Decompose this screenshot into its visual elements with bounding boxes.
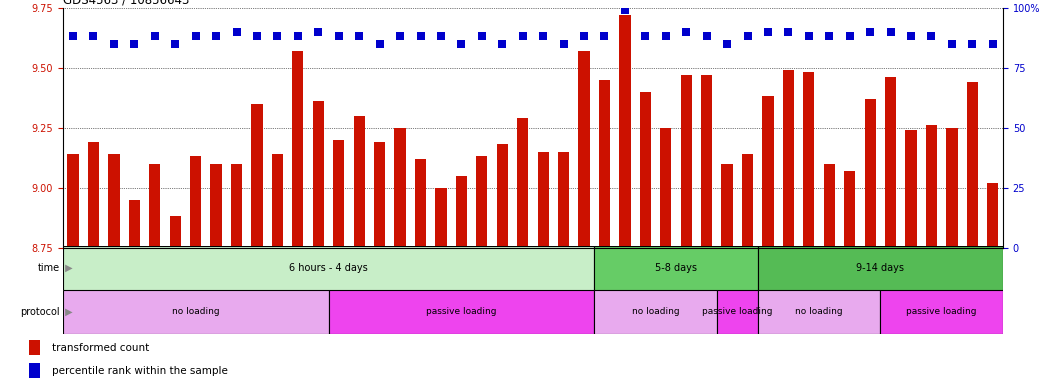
Bar [661, 128, 671, 248]
Bar [640, 92, 651, 248]
Bar [758, 290, 881, 334]
Bar [272, 154, 283, 248]
Bar [558, 152, 570, 248]
Text: 9-14 days: 9-14 days [856, 263, 905, 273]
Text: passive loading: passive loading [907, 308, 977, 316]
Bar [946, 128, 958, 248]
Bar [844, 171, 855, 248]
Text: no loading: no loading [631, 308, 680, 316]
Bar [395, 128, 405, 248]
Bar [329, 290, 595, 334]
Bar [885, 77, 896, 248]
Bar [251, 104, 263, 248]
Text: percentile rank within the sample: percentile rank within the sample [52, 366, 228, 376]
Bar [758, 246, 1003, 290]
Bar [865, 99, 875, 248]
Bar [762, 96, 774, 248]
Bar [29, 340, 40, 355]
Bar [292, 51, 304, 248]
Bar [129, 200, 140, 248]
Bar [717, 290, 758, 334]
Text: transformed count: transformed count [52, 343, 150, 353]
Bar [517, 118, 529, 248]
Bar [88, 142, 99, 248]
Bar [578, 51, 589, 248]
Bar [170, 217, 181, 248]
Bar [881, 290, 1003, 334]
Text: time: time [38, 263, 60, 273]
Bar [987, 183, 999, 248]
Bar [108, 154, 119, 248]
Bar [191, 156, 201, 248]
Bar [455, 175, 467, 248]
Bar [742, 154, 753, 248]
Bar [681, 75, 692, 248]
Bar [149, 164, 160, 248]
Text: no loading: no loading [796, 308, 843, 316]
Bar [926, 125, 937, 248]
Bar [599, 80, 610, 248]
Bar [313, 101, 324, 248]
Text: ▶: ▶ [62, 307, 72, 317]
Bar [824, 164, 834, 248]
Bar [537, 152, 549, 248]
Bar [415, 159, 426, 248]
Bar [619, 15, 630, 248]
Bar [374, 142, 385, 248]
Bar [803, 73, 815, 248]
Text: GDS4563 / 10856643: GDS4563 / 10856643 [63, 0, 190, 7]
Text: 6 hours - 4 days: 6 hours - 4 days [289, 263, 367, 273]
Text: no loading: no loading [172, 308, 220, 316]
Bar [906, 130, 917, 248]
Text: passive loading: passive loading [426, 308, 496, 316]
Bar [231, 164, 242, 248]
Bar [67, 154, 79, 248]
Bar [354, 116, 364, 248]
Bar [63, 246, 595, 290]
Text: 5-8 days: 5-8 days [655, 263, 697, 273]
Text: protocol: protocol [20, 307, 60, 317]
Bar [721, 164, 733, 248]
Bar [966, 82, 978, 248]
Bar [783, 70, 794, 248]
Bar [333, 140, 344, 248]
Text: ▶: ▶ [62, 263, 72, 273]
Bar [595, 246, 758, 290]
Bar [63, 290, 329, 334]
Bar [436, 188, 447, 248]
Bar [701, 75, 712, 248]
Bar [210, 164, 222, 248]
Text: passive loading: passive loading [703, 308, 773, 316]
Bar [29, 363, 40, 378]
Bar [476, 156, 488, 248]
Bar [496, 144, 508, 248]
Bar [595, 290, 717, 334]
